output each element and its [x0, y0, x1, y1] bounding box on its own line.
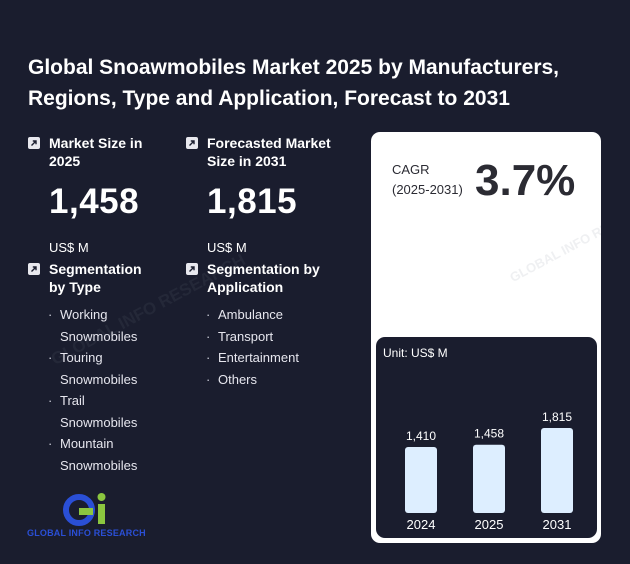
x-tick-label: 2025: [475, 517, 504, 532]
arrow-up-right-icon: [28, 263, 40, 275]
company-logo: GLOBAL INFO RESEARCH: [27, 490, 162, 542]
forecast-unit: US$ M: [207, 240, 247, 255]
market-size-unit: US$ M: [49, 240, 89, 255]
segmentation-type-block: Segmentation by Type Working Snowmobiles…: [28, 260, 178, 476]
cagr-value: 3.7%: [475, 156, 576, 205]
bar-2031: [541, 428, 573, 513]
x-tick-label: 2031: [543, 517, 572, 532]
bar-value-label: 1,815: [542, 410, 572, 424]
bar-chart: 1,410 2024 1,458 2025 1,815 2031: [405, 410, 573, 532]
logo-text: GLOBAL INFO RESEARCH: [27, 528, 146, 538]
arrow-up-right-icon: [186, 263, 198, 275]
watermark-text: GLOBAL INFO RESEARCH: [507, 193, 601, 286]
list-item: Transport: [206, 326, 316, 348]
bar-2025: [473, 444, 505, 513]
market-size-value: 1,458: [49, 182, 140, 221]
list-item: Ambulance: [206, 304, 316, 326]
segmentation-application-block: Segmentation by Application Ambulance Tr…: [186, 260, 356, 390]
segmentation-type-list: Working Snowmobiles Touring Snowmobiles …: [48, 304, 158, 476]
segmentation-type-label: Segmentation by Type: [49, 261, 142, 295]
market-size-block: Market Size in 2025 1,458 US$ M: [28, 134, 178, 255]
forecast-block: Forecasted Market Size in 2031 1,815 US$…: [186, 134, 356, 255]
chart-unit-label: Unit: US$ M: [383, 346, 448, 360]
list-item: Entertainment: [206, 347, 316, 369]
arrow-up-right-icon: [28, 137, 40, 149]
market-size-label: Market Size in 2025: [49, 135, 143, 169]
list-item: Others: [206, 369, 316, 391]
segmentation-application-label: Segmentation by Application: [207, 261, 320, 295]
list-item: Mountain Snowmobiles: [48, 433, 158, 476]
cagr-card: GLOBAL INFO RESEARCH CAGR (2025-2031) 3.…: [371, 132, 601, 543]
bar-value-label: 1,458: [474, 427, 504, 441]
page-title: Global Snoawmobiles Market 2025 by Manuf…: [28, 56, 559, 110]
segmentation-application-list: Ambulance Transport Entertainment Others: [206, 304, 316, 390]
list-item: Working Snowmobiles: [48, 304, 158, 347]
logo-mark-icon: [63, 493, 106, 526]
x-tick-label: 2024: [407, 517, 436, 532]
list-item: Touring Snowmobiles: [48, 347, 158, 390]
arrow-up-right-icon: [186, 137, 198, 149]
list-item: Trail Snowmobiles: [48, 390, 158, 433]
bar-2024: [405, 446, 437, 513]
cagr-label: CAGR (2025-2031): [392, 162, 463, 197]
forecast-label: Forecasted Market Size in 2031: [207, 135, 331, 169]
bar-value-label: 1,410: [406, 429, 436, 443]
bar-chart-panel: Unit: US$ M 1,410 2024 1,458 2025 1,815 2031: [376, 337, 597, 538]
forecast-value: 1,815: [207, 182, 298, 221]
